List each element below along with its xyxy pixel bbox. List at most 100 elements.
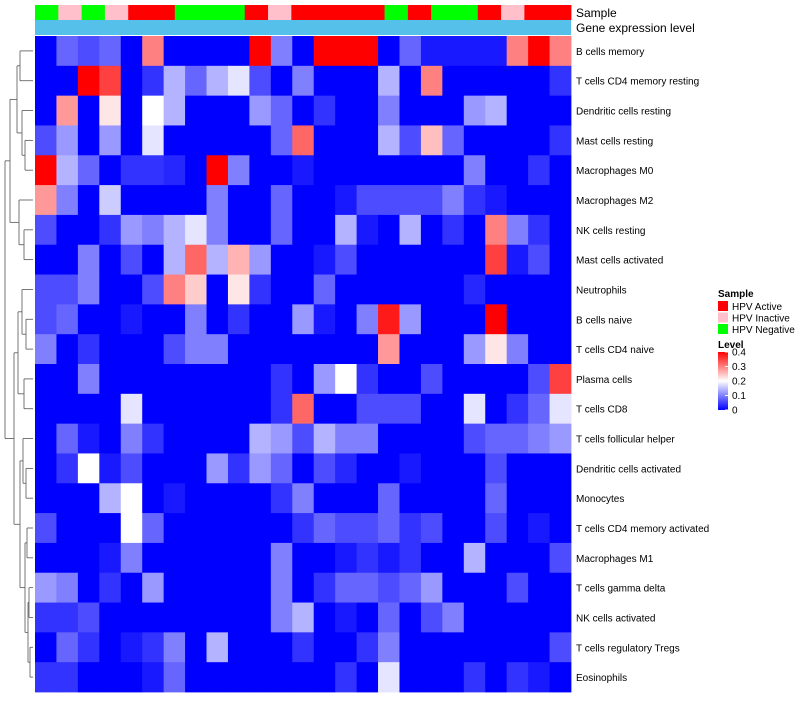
heatmap-cell	[442, 662, 465, 693]
sample-annotation-cell	[221, 5, 246, 20]
heatmap-cell	[313, 602, 336, 633]
heatmap-cell	[292, 304, 315, 335]
heatmap-cell	[56, 483, 79, 514]
heatmap-cell	[399, 662, 422, 693]
heatmap-cell	[506, 364, 529, 395]
heatmap-cell	[528, 214, 550, 246]
heatmap-cell	[313, 274, 336, 305]
heatmap-cells	[35, 36, 572, 693]
heatmap-cell	[356, 185, 379, 216]
heatmap-cell	[185, 602, 207, 633]
heatmap-cell	[99, 542, 122, 574]
heatmap-cell	[270, 662, 293, 693]
heatmap-cell	[356, 155, 379, 186]
sample-annotation-cell	[198, 5, 222, 20]
heatmap-cell	[77, 602, 100, 633]
heatmap-cell	[335, 214, 357, 246]
heatmap-cell	[120, 423, 143, 454]
heatmap-cell	[249, 155, 272, 186]
heatmap-cell	[442, 542, 465, 574]
heatmap-cell	[227, 453, 250, 484]
heatmap-cell	[99, 244, 122, 275]
heatmap-cell	[206, 602, 229, 633]
heatmap-cell	[485, 185, 508, 216]
legend-swatch	[718, 312, 728, 323]
heatmap-cell	[292, 214, 315, 246]
heatmap-cell	[249, 36, 272, 67]
heatmap-cell	[206, 65, 229, 97]
heatmap-cell	[77, 95, 100, 126]
heatmap-cell	[35, 364, 57, 395]
heatmap-cell	[399, 423, 422, 454]
heatmap-cell	[549, 572, 572, 603]
heatmap-cell	[356, 453, 379, 484]
heatmap-cell	[549, 542, 572, 574]
heatmap-cell	[442, 483, 465, 514]
heatmap-cell	[549, 334, 572, 365]
heatmap-cell	[227, 36, 250, 67]
heatmap-cell	[249, 662, 272, 693]
heatmap-cell	[249, 364, 272, 395]
heatmap-cell	[35, 36, 57, 67]
heatmap-cell	[485, 214, 508, 246]
heatmap-cell	[528, 125, 550, 156]
heatmap-cell	[249, 304, 272, 335]
heatmap-cell	[77, 513, 100, 544]
heatmap-cell	[506, 662, 529, 693]
heatmap-cell	[420, 364, 443, 395]
heatmap-cell	[463, 453, 486, 484]
heatmap-cell	[420, 244, 443, 275]
heatmap-cell	[420, 36, 443, 67]
heatmap-cell	[463, 423, 486, 454]
heatmap-cell	[292, 185, 315, 216]
heatmap-cell	[485, 274, 508, 305]
heatmap-cell	[420, 334, 443, 365]
heatmap-cell	[549, 423, 572, 454]
heatmap-cell	[270, 483, 293, 514]
heatmap-cell	[378, 364, 400, 395]
heatmap-cell	[463, 393, 486, 425]
heatmap-cell	[335, 364, 357, 395]
legend-level-title: Level	[718, 340, 744, 351]
heatmap-cell	[442, 602, 465, 633]
heatmap-cell	[399, 572, 422, 603]
heatmap-cell	[399, 244, 422, 275]
heatmap-cell	[463, 125, 486, 156]
heatmap-cell	[227, 65, 250, 97]
heatmap-cell	[35, 155, 57, 186]
heatmap-cell	[35, 662, 57, 693]
heatmap-cell	[335, 95, 357, 126]
heatmap-cell	[549, 304, 572, 335]
heatmap-cell	[292, 572, 315, 603]
row-label: T cells regulatory Tregs	[576, 643, 680, 654]
heatmap-cell	[249, 483, 272, 514]
heatmap-cell	[549, 155, 572, 186]
heatmap-cell	[185, 662, 207, 693]
heatmap-cell	[335, 65, 357, 97]
heatmap-cell	[227, 155, 250, 186]
heatmap-cell	[185, 423, 207, 454]
heatmap-cell	[399, 483, 422, 514]
heatmap-cell	[270, 393, 293, 425]
heatmap-cell	[549, 364, 572, 395]
heatmap-cell	[120, 453, 143, 484]
heatmap-cell	[442, 304, 465, 335]
heatmap-cell	[378, 125, 400, 156]
heatmap-cell	[120, 304, 143, 335]
heatmap-cell	[356, 393, 379, 425]
heatmap-cell	[549, 185, 572, 216]
heatmap-cell	[249, 423, 272, 454]
heatmap-cell	[442, 125, 465, 156]
heatmap-cell	[120, 334, 143, 365]
heatmap-cell	[35, 185, 57, 216]
heatmap-cell	[56, 542, 79, 574]
heatmap-cell	[270, 185, 293, 216]
heatmap-cell	[463, 304, 486, 335]
heatmap-cell	[142, 304, 165, 335]
heatmap-cell	[399, 334, 422, 365]
heatmap-cell	[399, 513, 422, 544]
heatmap-cell	[442, 632, 465, 663]
heatmap-cell	[163, 334, 186, 365]
sample-annotation-cell	[454, 5, 479, 20]
